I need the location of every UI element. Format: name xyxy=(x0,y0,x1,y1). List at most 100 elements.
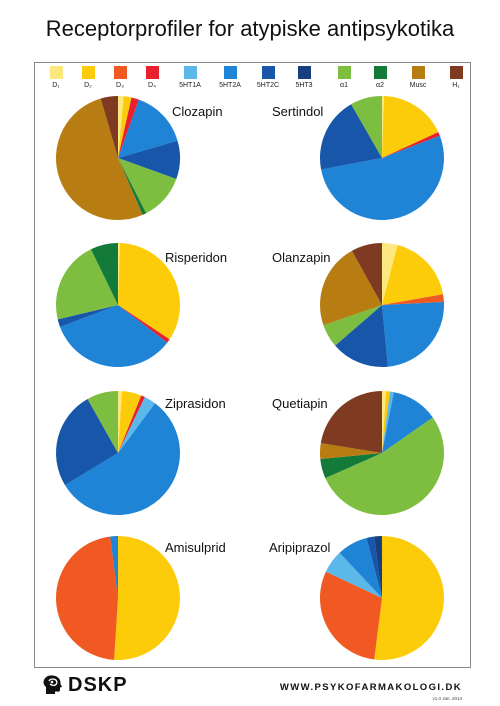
legend-item: α1 xyxy=(328,62,360,89)
pie-slice-1 xyxy=(87,391,118,453)
pie-slice-2 xyxy=(320,453,382,479)
pie-slice-d2 xyxy=(382,244,444,305)
legend-swatch xyxy=(183,66,197,79)
pie-amisulprid xyxy=(55,536,180,660)
pie-slice-5ht2a xyxy=(382,302,445,367)
pie-slice-1 xyxy=(351,96,382,158)
legend-swatch xyxy=(49,66,63,79)
pie-slice-musc xyxy=(56,98,143,220)
pie-slice-5ht1a xyxy=(118,397,156,453)
pie-slice-5ht1a xyxy=(325,552,382,598)
pie-sertindol xyxy=(319,95,444,220)
pie-slice-5ht2a xyxy=(60,305,168,367)
pie-slice-5ht2c xyxy=(319,104,382,170)
pie-slice-d3 xyxy=(382,294,444,305)
pie-slice-2 xyxy=(90,243,118,305)
legend-swatch xyxy=(81,66,95,79)
pie-slice-h1 xyxy=(320,391,382,453)
legend-label: 5HT3 xyxy=(295,82,313,89)
legend: D₁ D₂ D₃ D₄ 5HT1A 5HT2A 5HT2C 5HT3 α1 α2 Musc H₁ xyxy=(34,62,469,96)
legend-item: D₃ xyxy=(104,62,136,89)
pie-slice-d4 xyxy=(118,305,170,343)
pie-slice-d2 xyxy=(382,391,390,453)
legend-label: D₂ xyxy=(84,82,92,89)
pie-slice-1 xyxy=(55,249,118,320)
pie-aripiprazol xyxy=(319,536,445,660)
legend-label: 5HT2A xyxy=(219,82,241,89)
pie-slice-5ht2c xyxy=(335,305,388,368)
pie-slice-5ht2c xyxy=(366,536,382,598)
pie-slice-d1 xyxy=(382,95,385,158)
legend-swatch xyxy=(113,66,127,79)
pie-slice-2 xyxy=(118,158,147,215)
dskp-logo: DSKP xyxy=(42,674,128,696)
legend-item: D₁ xyxy=(40,62,72,89)
legend-item: D₄ xyxy=(136,62,168,89)
pie-title: Ziprasidon xyxy=(165,396,226,411)
pie-slice-5ht2a xyxy=(339,537,382,598)
pie-slice-h1 xyxy=(351,243,382,305)
pie-slice-1 xyxy=(325,417,445,516)
pie-title: Quetiapin xyxy=(272,396,328,411)
pie-slice-5ht2a xyxy=(118,99,178,158)
legend-label: α1 xyxy=(340,82,348,89)
pie-slice-d2 xyxy=(382,96,439,158)
legend-item: 5HT1A xyxy=(174,62,206,89)
pie-slice-h1 xyxy=(100,95,118,158)
pie-title: Olanzapin xyxy=(272,250,331,265)
pie-slice-1 xyxy=(118,158,177,214)
pie-title: Risperidon xyxy=(165,250,227,265)
pie-slice-5ht2a xyxy=(110,536,118,598)
legend-label: D₄ xyxy=(148,82,156,89)
legend-label: α2 xyxy=(376,82,384,89)
pie-slice-d1 xyxy=(382,391,386,453)
pie-slice-musc xyxy=(320,443,382,459)
pie-slice-d4 xyxy=(382,132,440,158)
pie-slice-d3 xyxy=(319,571,382,660)
legend-label: D₁ xyxy=(52,82,60,89)
pie-slice-d3 xyxy=(55,536,118,660)
legend-label: Musc xyxy=(409,82,427,89)
legend-label: D₃ xyxy=(116,82,124,89)
pie-slice-d4 xyxy=(118,97,139,158)
pie-slice-d1 xyxy=(118,391,122,453)
pie-slice-5ht2c xyxy=(56,398,118,486)
legend-swatch xyxy=(449,66,463,79)
pie-title: Amisulprid xyxy=(165,540,226,555)
website-url[interactable]: WWW.PSYKOFARMAKOLOGI.DK xyxy=(279,682,462,693)
legend-label: 5HT2C xyxy=(256,82,280,89)
legend-item: Musc xyxy=(402,62,434,89)
pie-title: Sertindol xyxy=(272,104,323,119)
pie-slice-5ht2a xyxy=(382,392,433,453)
pie-slice-d1 xyxy=(118,242,120,305)
pie-slice-d2 xyxy=(118,391,142,453)
legend-item: D₂ xyxy=(72,62,104,89)
legend-label: 5HT1A xyxy=(179,82,201,89)
legend-item: 5HT2C xyxy=(252,62,284,89)
pie-slice-5ht2a xyxy=(64,403,180,515)
legend-item: α2 xyxy=(364,62,396,89)
legend-swatch xyxy=(261,66,275,79)
pie-slice-d2 xyxy=(118,243,181,340)
pie-slice-5ht3 xyxy=(374,536,382,598)
legend-swatch xyxy=(145,66,159,79)
pie-slice-5ht2c xyxy=(118,140,180,179)
pie-slice-5ht2a xyxy=(321,135,444,220)
pie-olanzapin xyxy=(319,243,445,368)
pie-quetiapin xyxy=(320,391,445,516)
legend-label: H₁ xyxy=(452,82,460,89)
version-label: v1.0 Jan. 2013 xyxy=(432,696,462,701)
pie-slice-5ht1a xyxy=(382,391,394,453)
pie-slice-d2 xyxy=(374,536,445,660)
pie-slice-musc xyxy=(319,250,382,326)
pie-risperidon xyxy=(55,242,181,367)
pie-slice-d2 xyxy=(114,536,180,660)
pie-ziprasidon xyxy=(56,391,180,515)
legend-item: H₁ xyxy=(440,62,472,89)
pie-clozapin xyxy=(56,95,180,220)
legend-swatch xyxy=(337,66,351,79)
pie-slice-d1 xyxy=(382,243,398,305)
legend-swatch xyxy=(223,66,237,79)
legend-item: 5HT3 xyxy=(288,62,320,89)
